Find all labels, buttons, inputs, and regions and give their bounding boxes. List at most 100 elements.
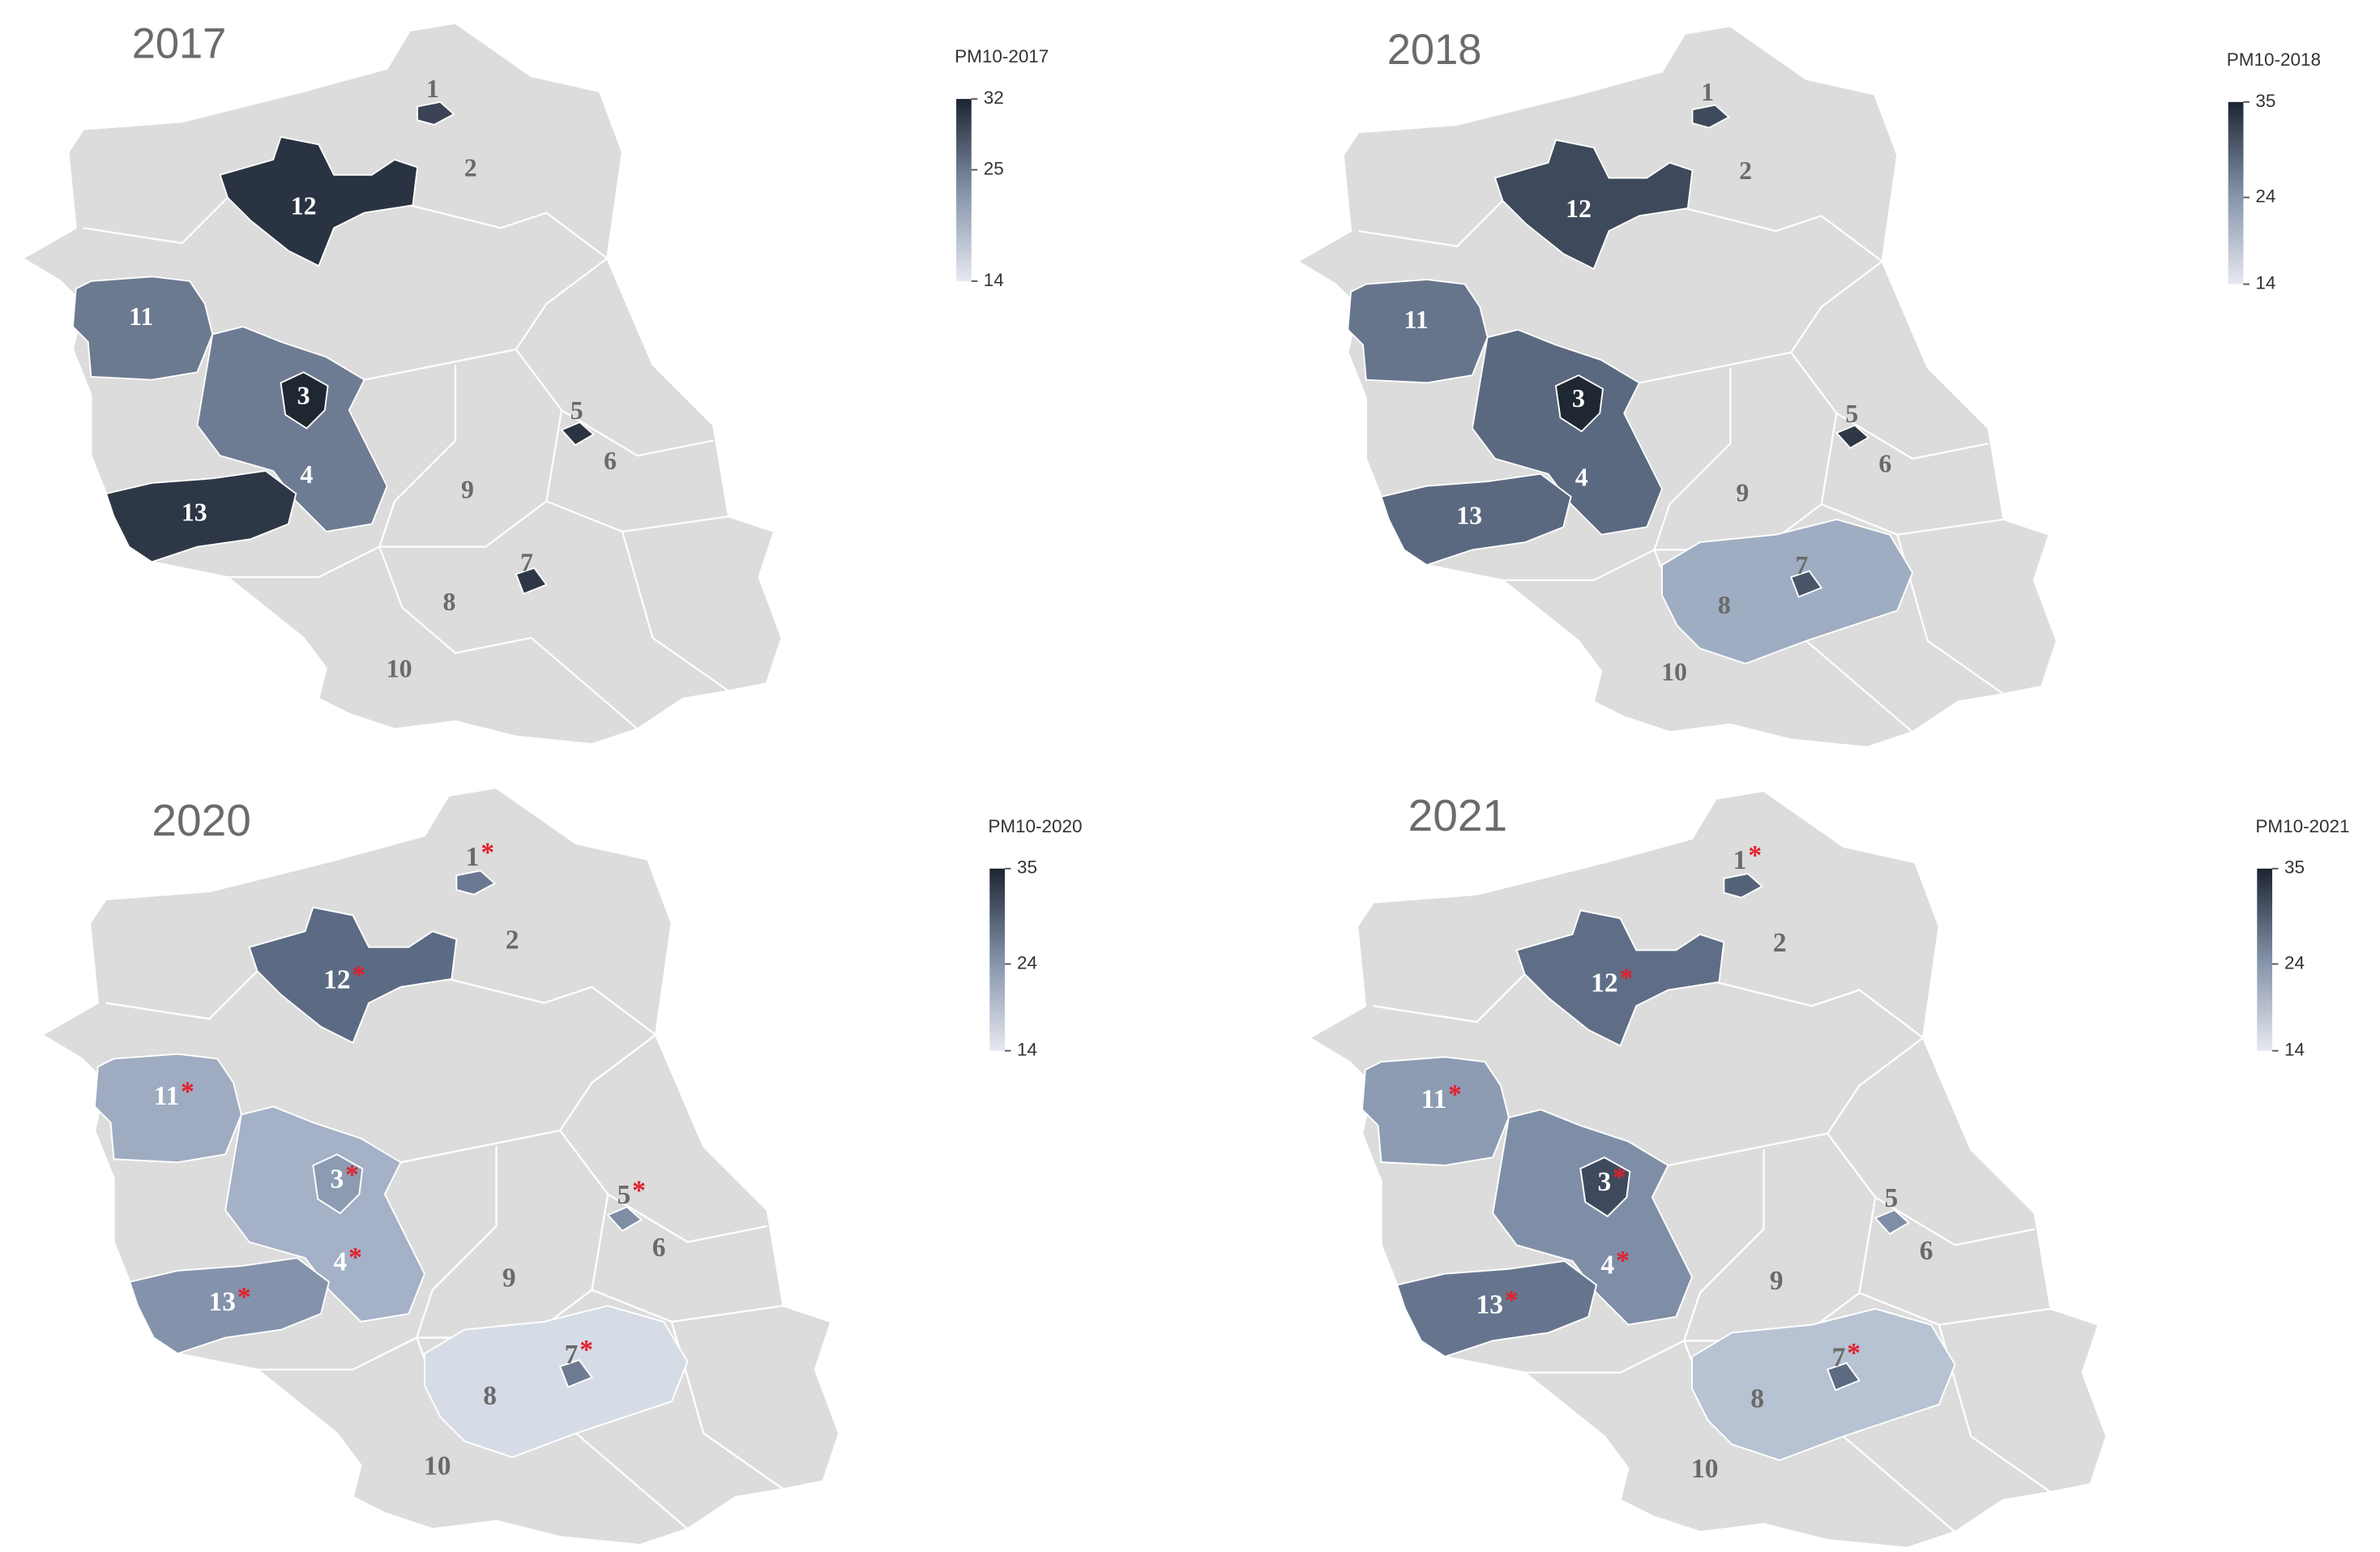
colorbar-tick-label: 24 — [2284, 952, 2305, 973]
colorbar — [956, 99, 972, 281]
district-label: 9 — [1736, 478, 1749, 507]
district-border — [515, 348, 714, 457]
district-label: 4 — [333, 1247, 347, 1277]
district-label: 12 — [323, 965, 350, 995]
district-label: 2 — [1739, 156, 1752, 185]
district-label: 13 — [1476, 1290, 1503, 1320]
province-outline — [20, 22, 783, 746]
district — [71, 276, 214, 381]
district — [455, 870, 497, 896]
colorbar-tick-label: 24 — [1017, 952, 1037, 973]
colorbar — [2228, 101, 2244, 284]
district-label: 3 — [1572, 384, 1585, 413]
district — [128, 1257, 331, 1355]
district-border — [621, 531, 729, 692]
district — [93, 1053, 242, 1164]
province-outline — [1296, 25, 2058, 749]
district — [1579, 1157, 1631, 1218]
district — [1471, 328, 1664, 536]
significance-star: * — [1613, 1163, 1626, 1193]
district-label: 13 — [1456, 501, 1482, 529]
district — [1493, 139, 1694, 271]
district-label: 2 — [464, 153, 477, 182]
district-border — [90, 455, 108, 494]
district-border — [448, 977, 656, 1036]
district — [224, 1105, 426, 1323]
district — [1380, 472, 1572, 567]
significance-star: * — [1748, 840, 1762, 870]
district — [417, 100, 455, 126]
district-label: 3 — [330, 1164, 344, 1194]
district-border — [1790, 352, 1989, 460]
district-label: 9 — [502, 1263, 516, 1293]
district-label: 12 — [291, 191, 317, 220]
district-label: 3 — [1597, 1167, 1611, 1197]
district-label: 10 — [424, 1451, 451, 1481]
legend-title: PM10-2018 — [2227, 49, 2321, 70]
district-border — [257, 1336, 417, 1371]
district — [1790, 570, 1823, 598]
significance-star: * — [481, 837, 494, 867]
district — [1826, 1362, 1861, 1392]
colorbar-tick-label: 14 — [984, 270, 1004, 290]
province-outline — [1307, 789, 2108, 1550]
district-label: 8 — [1750, 1384, 1764, 1414]
district-border — [1827, 1132, 2036, 1246]
year-title: 2017 — [132, 21, 227, 68]
district-border — [105, 970, 259, 1020]
district-label: 5 — [1845, 400, 1858, 428]
district — [1554, 374, 1604, 433]
significance-star: * — [1505, 1285, 1519, 1315]
significance-star: * — [1448, 1080, 1462, 1109]
significance-star: * — [181, 1076, 194, 1106]
district — [1691, 1307, 1956, 1461]
district-label: 11 — [129, 302, 153, 331]
colorbar-tick-label: 14 — [2255, 273, 2275, 293]
district-border — [1858, 1197, 2051, 1326]
district-label: 13 — [209, 1287, 236, 1317]
significance-star: * — [345, 1160, 359, 1190]
district — [1395, 1259, 1598, 1358]
district — [1835, 424, 1870, 450]
district-label: 3 — [297, 381, 310, 409]
district-label: 6 — [652, 1233, 666, 1263]
district-border — [378, 364, 457, 608]
district-label: 11 — [154, 1081, 180, 1111]
district-label: 1 — [426, 75, 439, 103]
district-label: 5 — [617, 1180, 630, 1210]
district — [515, 567, 548, 595]
district-border — [1373, 973, 1526, 1024]
district-label: 10 — [1661, 657, 1687, 686]
district — [219, 135, 419, 267]
significance-star: * — [237, 1282, 251, 1312]
district-label: 8 — [1718, 591, 1731, 619]
legend-title: PM10-2020 — [988, 816, 1082, 836]
district-label: 5 — [570, 396, 583, 425]
district-label: 7 — [520, 548, 533, 576]
colorbar-tick-label: 35 — [2284, 857, 2305, 878]
district — [1723, 872, 1764, 899]
year-title: 2021 — [1408, 790, 1507, 840]
significance-star: * — [1620, 964, 1634, 994]
district-border — [227, 545, 380, 579]
district-label: 10 — [1691, 1454, 1718, 1484]
district-border — [1668, 1037, 1924, 1167]
district — [558, 1358, 594, 1388]
district-label: 8 — [442, 588, 455, 616]
significance-star: * — [1616, 1246, 1630, 1276]
district-label: 4 — [1600, 1250, 1614, 1280]
district — [1874, 1208, 1911, 1235]
district-border — [401, 606, 639, 730]
district — [105, 470, 297, 563]
district-label: 9 — [1770, 1266, 1784, 1296]
district-border — [1502, 549, 1656, 581]
district-border — [559, 1130, 768, 1243]
colorbar — [2257, 868, 2273, 1051]
district-border — [409, 204, 608, 259]
district-label: 5 — [1885, 1183, 1899, 1213]
significance-star: * — [353, 960, 366, 990]
